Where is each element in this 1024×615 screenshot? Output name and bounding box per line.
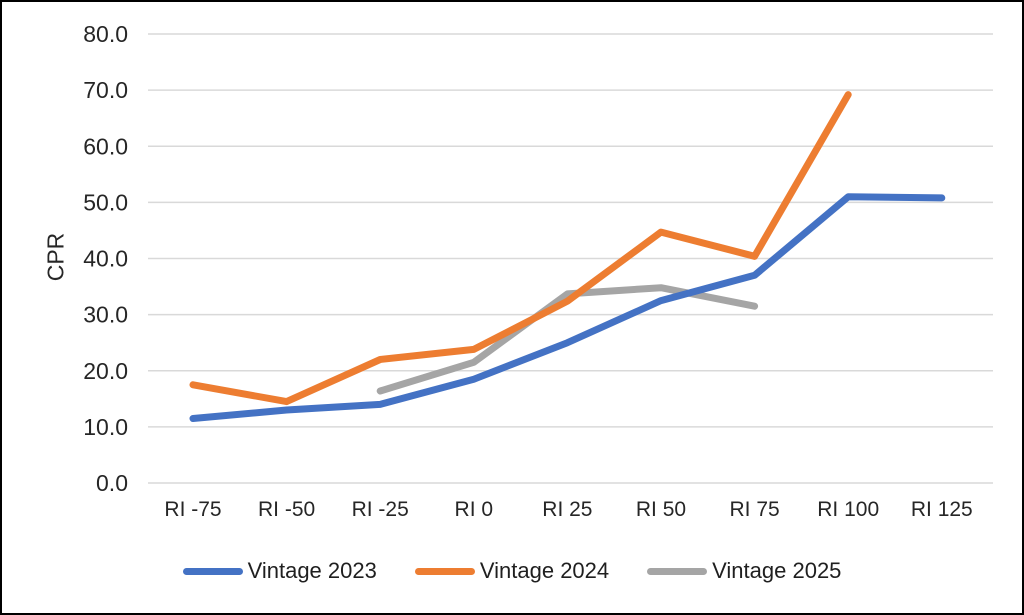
legend-item-vintage-2025: Vintage 2025 <box>647 558 841 584</box>
x-axis-tick-label: RI 50 <box>636 498 686 521</box>
y-axis-tick-label: 20.0 <box>83 358 128 384</box>
x-axis-tick-label: RI -50 <box>258 498 315 521</box>
y-axis-tick-label: 40.0 <box>83 246 128 272</box>
legend-label: Vintage 2023 <box>247 558 377 583</box>
legend-line-marker-icon <box>647 567 708 575</box>
y-axis-tick-label: 50.0 <box>83 189 128 215</box>
x-axis-tick-label: RI 75 <box>729 498 779 521</box>
y-axis-tick-label: 80.0 <box>83 21 128 47</box>
legend-label: Vintage 2025 <box>712 558 842 583</box>
y-axis-tick-label: 0.0 <box>96 470 128 496</box>
series-line-vintage-2023 <box>189 193 946 422</box>
legend-line-marker-icon <box>414 567 475 575</box>
y-axis-title: CPR <box>42 232 69 282</box>
y-axis-tick-label: 70.0 <box>83 77 128 103</box>
x-axis-tick-label: RI -75 <box>164 498 221 521</box>
legend-label: Vintage 2024 <box>479 558 610 583</box>
y-axis-tick-label: 60.0 <box>83 133 128 159</box>
x-axis-tick-label: RI -25 <box>352 498 409 521</box>
x-axis-tick-label: RI 125 <box>911 498 973 521</box>
x-axis-tick-label: RI 100 <box>817 498 879 521</box>
y-axis-tick-label: 10.0 <box>83 414 128 440</box>
legend-item-vintage-2023: Vintage 2023 <box>182 558 377 584</box>
x-axis-tick-label: RI 25 <box>542 498 592 521</box>
series-line-vintage-2024 <box>189 91 852 406</box>
x-axis-tick-label: RI 0 <box>455 498 494 521</box>
chart-legend: Vintage 2023 Vintage 2024 Vintage 2025 <box>2 558 1022 584</box>
legend-item-vintage-2024: Vintage 2024 <box>414 558 610 584</box>
legend-line-marker-icon <box>182 567 243 575</box>
y-axis-tick-label: 30.0 <box>83 302 128 328</box>
